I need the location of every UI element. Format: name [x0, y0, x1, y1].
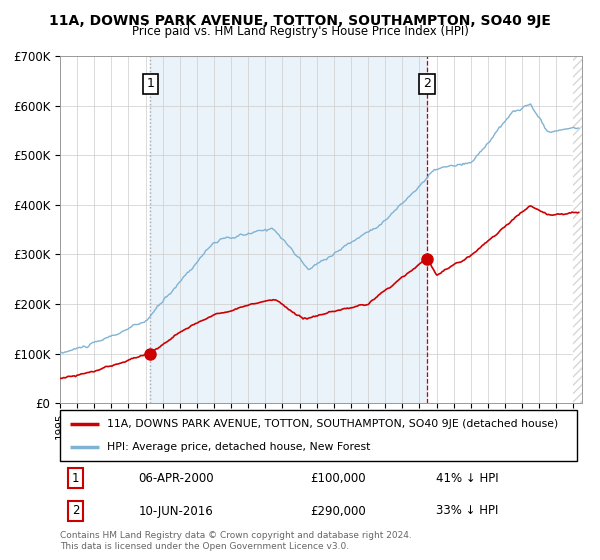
Text: 11A, DOWNS PARK AVENUE, TOTTON, SOUTHAMPTON, SO40 9JE (detached house): 11A, DOWNS PARK AVENUE, TOTTON, SOUTHAMP… — [107, 419, 558, 429]
Text: 1: 1 — [72, 472, 79, 485]
Bar — [574, 56, 582, 403]
Text: HPI: Average price, detached house, New Forest: HPI: Average price, detached house, New … — [107, 442, 370, 452]
Text: 41% ↓ HPI: 41% ↓ HPI — [436, 472, 499, 485]
Text: Contains HM Land Registry data © Crown copyright and database right 2024.
This d: Contains HM Land Registry data © Crown c… — [60, 531, 412, 551]
Text: 33% ↓ HPI: 33% ↓ HPI — [436, 505, 498, 517]
Text: 11A, DOWNS PARK AVENUE, TOTTON, SOUTHAMPTON, SO40 9JE: 11A, DOWNS PARK AVENUE, TOTTON, SOUTHAMP… — [49, 14, 551, 28]
Text: Price paid vs. HM Land Registry's House Price Index (HPI): Price paid vs. HM Land Registry's House … — [131, 25, 469, 38]
Text: £100,000: £100,000 — [311, 472, 366, 485]
Bar — [150, 56, 427, 403]
Text: 1: 1 — [146, 77, 154, 90]
FancyBboxPatch shape — [60, 410, 577, 461]
Text: 10-JUN-2016: 10-JUN-2016 — [139, 505, 213, 517]
Text: 2: 2 — [423, 77, 431, 90]
Text: 2: 2 — [72, 505, 79, 517]
Text: £290,000: £290,000 — [311, 505, 367, 517]
Text: 06-APR-2000: 06-APR-2000 — [139, 472, 214, 485]
Bar — [574, 56, 582, 403]
